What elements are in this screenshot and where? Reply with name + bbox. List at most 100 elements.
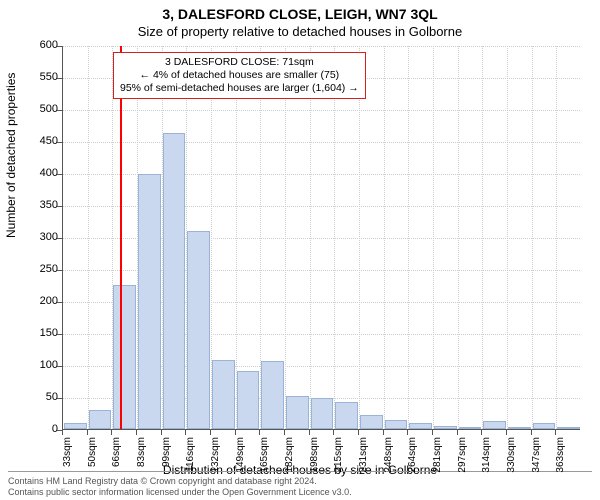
marker-line bbox=[120, 46, 122, 429]
x-tick-label: 99sqm bbox=[161, 437, 172, 477]
x-tick-mark bbox=[235, 430, 236, 435]
x-tick-mark bbox=[87, 430, 88, 435]
y-tick-mark bbox=[57, 238, 62, 239]
y-tick-mark bbox=[57, 206, 62, 207]
x-tick-mark bbox=[210, 430, 211, 435]
y-tick-label: 150 bbox=[20, 327, 58, 339]
y-tick-mark bbox=[57, 334, 62, 335]
histogram-bar bbox=[360, 415, 383, 429]
callout-box: 3 DALESFORD CLOSE: 71sqm ← 4% of detache… bbox=[113, 52, 366, 99]
chart-container: 3, DALESFORD CLOSE, LEIGH, WN7 3QL Size … bbox=[0, 0, 600, 500]
x-tick-label: 363sqm bbox=[555, 437, 566, 477]
histogram-bar bbox=[286, 396, 309, 429]
y-tick-mark bbox=[57, 398, 62, 399]
callout-line-3: 95% of semi-detached houses are larger (… bbox=[120, 82, 359, 95]
x-tick-label: 264sqm bbox=[407, 437, 418, 477]
footer-line-1: Contains HM Land Registry data © Crown c… bbox=[8, 476, 592, 487]
x-tick-mark bbox=[309, 430, 310, 435]
gridline-v bbox=[334, 46, 335, 429]
x-tick-mark bbox=[555, 430, 556, 435]
x-tick-label: 165sqm bbox=[259, 437, 270, 477]
y-tick-mark bbox=[57, 302, 62, 303]
y-tick-mark bbox=[57, 78, 62, 79]
gridline-v bbox=[408, 46, 409, 429]
histogram-bar bbox=[483, 421, 506, 429]
histogram-bar bbox=[434, 426, 457, 429]
x-tick-mark bbox=[432, 430, 433, 435]
gridline-v bbox=[482, 46, 483, 429]
y-tick-mark bbox=[57, 110, 62, 111]
histogram-bar bbox=[64, 423, 87, 429]
x-tick-label: 297sqm bbox=[457, 437, 468, 477]
y-tick-label: 600 bbox=[20, 39, 58, 51]
chart-subtitle: Size of property relative to detached ho… bbox=[0, 24, 600, 39]
gridline-v bbox=[532, 46, 533, 429]
histogram-bar bbox=[187, 231, 210, 429]
histogram-bar bbox=[557, 427, 580, 429]
gridline-v bbox=[359, 46, 360, 429]
x-tick-label: 182sqm bbox=[284, 437, 295, 477]
plot-area: 3 DALESFORD CLOSE: 71sqm ← 4% of detache… bbox=[62, 46, 580, 430]
y-tick-mark bbox=[57, 174, 62, 175]
y-tick-label: 450 bbox=[20, 135, 58, 147]
x-tick-label: 33sqm bbox=[62, 437, 73, 477]
histogram-bar bbox=[261, 361, 284, 429]
x-tick-mark bbox=[161, 430, 162, 435]
x-tick-mark bbox=[407, 430, 408, 435]
x-tick-mark bbox=[136, 430, 137, 435]
callout-line-2: ← 4% of detached houses are smaller (75) bbox=[120, 69, 359, 82]
x-tick-label: 149sqm bbox=[235, 437, 246, 477]
y-tick-label: 300 bbox=[20, 231, 58, 243]
gridline-h bbox=[63, 46, 580, 47]
histogram-bar bbox=[311, 398, 334, 429]
histogram-bar bbox=[385, 420, 408, 429]
y-tick-label: 500 bbox=[20, 103, 58, 115]
x-tick-label: 215sqm bbox=[333, 437, 344, 477]
x-tick-label: 330sqm bbox=[506, 437, 517, 477]
histogram-bar bbox=[533, 423, 556, 429]
x-tick-label: 50sqm bbox=[87, 437, 98, 477]
y-tick-label: 400 bbox=[20, 167, 58, 179]
gridline-h bbox=[63, 142, 580, 143]
histogram-bar bbox=[89, 410, 112, 429]
histogram-bar bbox=[335, 402, 358, 429]
y-tick-mark bbox=[57, 142, 62, 143]
histogram-bar bbox=[409, 423, 432, 429]
y-tick-label: 50 bbox=[20, 391, 58, 403]
y-tick-mark bbox=[57, 366, 62, 367]
x-tick-mark bbox=[383, 430, 384, 435]
x-tick-mark bbox=[481, 430, 482, 435]
histogram-bar bbox=[113, 285, 136, 429]
y-tick-label: 100 bbox=[20, 359, 58, 371]
footer-line-2: Contains public sector information licen… bbox=[8, 487, 592, 498]
gridline-v bbox=[285, 46, 286, 429]
x-tick-label: 66sqm bbox=[111, 437, 122, 477]
y-tick-label: 200 bbox=[20, 295, 58, 307]
histogram-bar bbox=[237, 371, 260, 429]
x-tick-mark bbox=[259, 430, 260, 435]
histogram-bar bbox=[212, 360, 235, 429]
y-axis-label: Number of detached properties bbox=[4, 73, 18, 238]
x-tick-label: 231sqm bbox=[358, 437, 369, 477]
gridline-v bbox=[88, 46, 89, 429]
chart-title: 3, DALESFORD CLOSE, LEIGH, WN7 3QL bbox=[0, 6, 600, 22]
histogram-bar bbox=[508, 427, 531, 429]
y-tick-label: 550 bbox=[20, 71, 58, 83]
y-tick-label: 250 bbox=[20, 263, 58, 275]
y-tick-mark bbox=[57, 270, 62, 271]
y-tick-mark bbox=[57, 46, 62, 47]
x-tick-mark bbox=[185, 430, 186, 435]
x-tick-label: 314sqm bbox=[481, 437, 492, 477]
x-tick-label: 83sqm bbox=[136, 437, 147, 477]
gridline-v bbox=[507, 46, 508, 429]
x-tick-mark bbox=[457, 430, 458, 435]
x-tick-mark bbox=[531, 430, 532, 435]
gridline-v bbox=[433, 46, 434, 429]
histogram-bar bbox=[138, 174, 161, 429]
gridline-v bbox=[384, 46, 385, 429]
x-tick-label: 132sqm bbox=[210, 437, 221, 477]
gridline-v bbox=[458, 46, 459, 429]
x-tick-label: 116sqm bbox=[185, 437, 196, 477]
gridline-v bbox=[556, 46, 557, 429]
x-tick-label: 281sqm bbox=[432, 437, 443, 477]
